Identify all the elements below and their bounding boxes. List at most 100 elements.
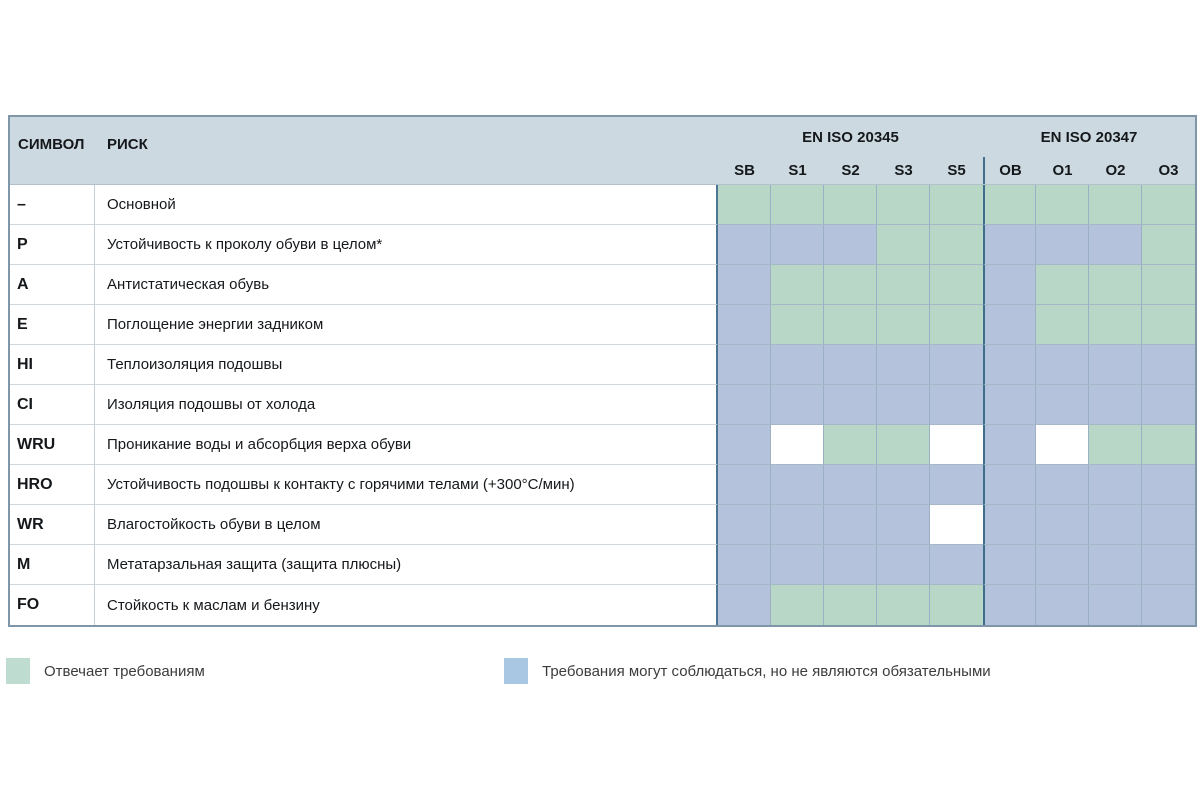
- matrix-cell: [983, 505, 1036, 545]
- matrix-cell: [824, 185, 877, 225]
- table-row: P Устойчивость к проколу обуви в целом*: [10, 225, 1195, 265]
- row-symbol: HRO: [10, 465, 95, 505]
- matrix-cell: [877, 265, 930, 305]
- matrix-cell: [1142, 225, 1195, 265]
- row-symbol: WRU: [10, 425, 95, 465]
- matrix-cell: [983, 545, 1036, 585]
- matrix-cell: [824, 385, 877, 425]
- matrix-cell: [1036, 185, 1089, 225]
- matrix-cell: [877, 545, 930, 585]
- legend-swatch-green: [6, 658, 30, 684]
- matrix-cell: [1036, 505, 1089, 545]
- table-row: – Основной: [10, 185, 1195, 225]
- matrix-cell: [877, 345, 930, 385]
- matrix-cell: [1089, 585, 1142, 625]
- matrix-cell: [771, 385, 824, 425]
- matrix-cell: [1036, 305, 1089, 345]
- footwear-standards-table: СИМВОЛ РИСК EN ISO 20345 EN ISO 20347 SB…: [8, 115, 1197, 627]
- row-risk: Теплоизоляция подошвы: [95, 345, 718, 385]
- row-symbol: E: [10, 305, 95, 345]
- legend-label: Требования могут соблюдаться, но не явля…: [542, 662, 991, 680]
- table-row: E Поглощение энергии задником: [10, 305, 1195, 345]
- row-risk: Проникание воды и абсорбция верха обуви: [95, 425, 718, 465]
- column-header-sb: SB: [734, 162, 755, 179]
- matrix-cell: [1089, 465, 1142, 505]
- column-header-o2: O2: [1105, 162, 1126, 179]
- matrix-cell: [983, 345, 1036, 385]
- table-body: – Основной P Устойчивость к проколу обуви в…: [10, 185, 1195, 625]
- matrix-cell: [1142, 465, 1195, 505]
- matrix-cell: [1036, 545, 1089, 585]
- matrix-cell: [771, 585, 824, 625]
- matrix-cell: [1036, 585, 1089, 625]
- matrix-cell: [877, 465, 930, 505]
- legend-item: Отвечает требованиям: [6, 658, 205, 684]
- table-row: HI Теплоизоляция подошвы: [10, 345, 1195, 385]
- column-header-ob: OB: [983, 157, 1036, 184]
- matrix-cell: [1089, 265, 1142, 305]
- matrix-cell: [983, 425, 1036, 465]
- legend: Отвечает требованиям Требования могут соб…: [6, 658, 1196, 688]
- row-risk: Устойчивость подошвы к контакту с горячи…: [95, 465, 718, 505]
- table-row: FO Стойкость к маслам и бензину: [10, 585, 1195, 625]
- matrix-cell: [1036, 465, 1089, 505]
- matrix-cell: [877, 225, 930, 265]
- matrix-cell: [824, 265, 877, 305]
- matrix-cell: [877, 425, 930, 465]
- matrix-cell: [1036, 225, 1089, 265]
- group-header-en-iso-20347: EN ISO 20347: [1040, 128, 1138, 146]
- row-symbol: –: [10, 185, 95, 225]
- column-header-s1: S1: [788, 162, 807, 179]
- matrix-cell: [983, 305, 1036, 345]
- matrix-cell: [983, 185, 1036, 225]
- matrix-cell: [877, 505, 930, 545]
- matrix-cell: [718, 305, 771, 345]
- matrix-cell: [718, 425, 771, 465]
- matrix-cell: [824, 305, 877, 345]
- matrix-cell: [877, 305, 930, 345]
- row-risk: Устойчивость к проколу обуви в целом*: [95, 225, 718, 265]
- table-row: A Антистатическая обувь: [10, 265, 1195, 305]
- matrix-cell: [824, 545, 877, 585]
- matrix-cell: [1089, 545, 1142, 585]
- symbol-column-header: СИМВОЛ: [18, 136, 85, 153]
- matrix-cell: [930, 385, 983, 425]
- matrix-cell: [930, 465, 983, 505]
- matrix-cell: [824, 225, 877, 265]
- matrix-cell: [930, 185, 983, 225]
- matrix-cell: [930, 345, 983, 385]
- matrix-cell: [718, 225, 771, 265]
- matrix-cell: [771, 545, 824, 585]
- matrix-cell: [983, 225, 1036, 265]
- matrix-cell: [824, 425, 877, 465]
- matrix-cell: [930, 425, 983, 465]
- matrix-cell: [983, 585, 1036, 625]
- matrix-cell: [1142, 545, 1195, 585]
- matrix-cell: [771, 305, 824, 345]
- matrix-cell: [877, 585, 930, 625]
- row-risk: Метатарзальная защита (защита плюсны): [95, 545, 718, 585]
- matrix-cell: [824, 465, 877, 505]
- matrix-cell: [1089, 185, 1142, 225]
- column-header-o3: O3: [1158, 162, 1179, 179]
- column-header-o1: O1: [1052, 162, 1073, 179]
- matrix-cell: [1089, 425, 1142, 465]
- row-symbol: A: [10, 265, 95, 305]
- column-header-s2: S2: [841, 162, 860, 179]
- matrix-cell: [718, 185, 771, 225]
- row-risk: Влагостойкость обуви в целом: [95, 505, 718, 545]
- row-risk: Основной: [95, 185, 718, 225]
- group-header-en-iso-20345: EN ISO 20345: [802, 128, 899, 146]
- matrix-cell: [1142, 265, 1195, 305]
- row-risk: Стойкость к маслам и бензину: [95, 585, 718, 625]
- matrix-cell: [930, 305, 983, 345]
- matrix-cell: [930, 265, 983, 305]
- column-header-s3: S3: [894, 162, 913, 179]
- matrix-cell: [824, 505, 877, 545]
- matrix-cell: [1089, 225, 1142, 265]
- matrix-cell: [1036, 425, 1089, 465]
- matrix-cell: [771, 345, 824, 385]
- legend-label: Отвечает требованиям: [44, 662, 205, 680]
- matrix-cell: [824, 345, 877, 385]
